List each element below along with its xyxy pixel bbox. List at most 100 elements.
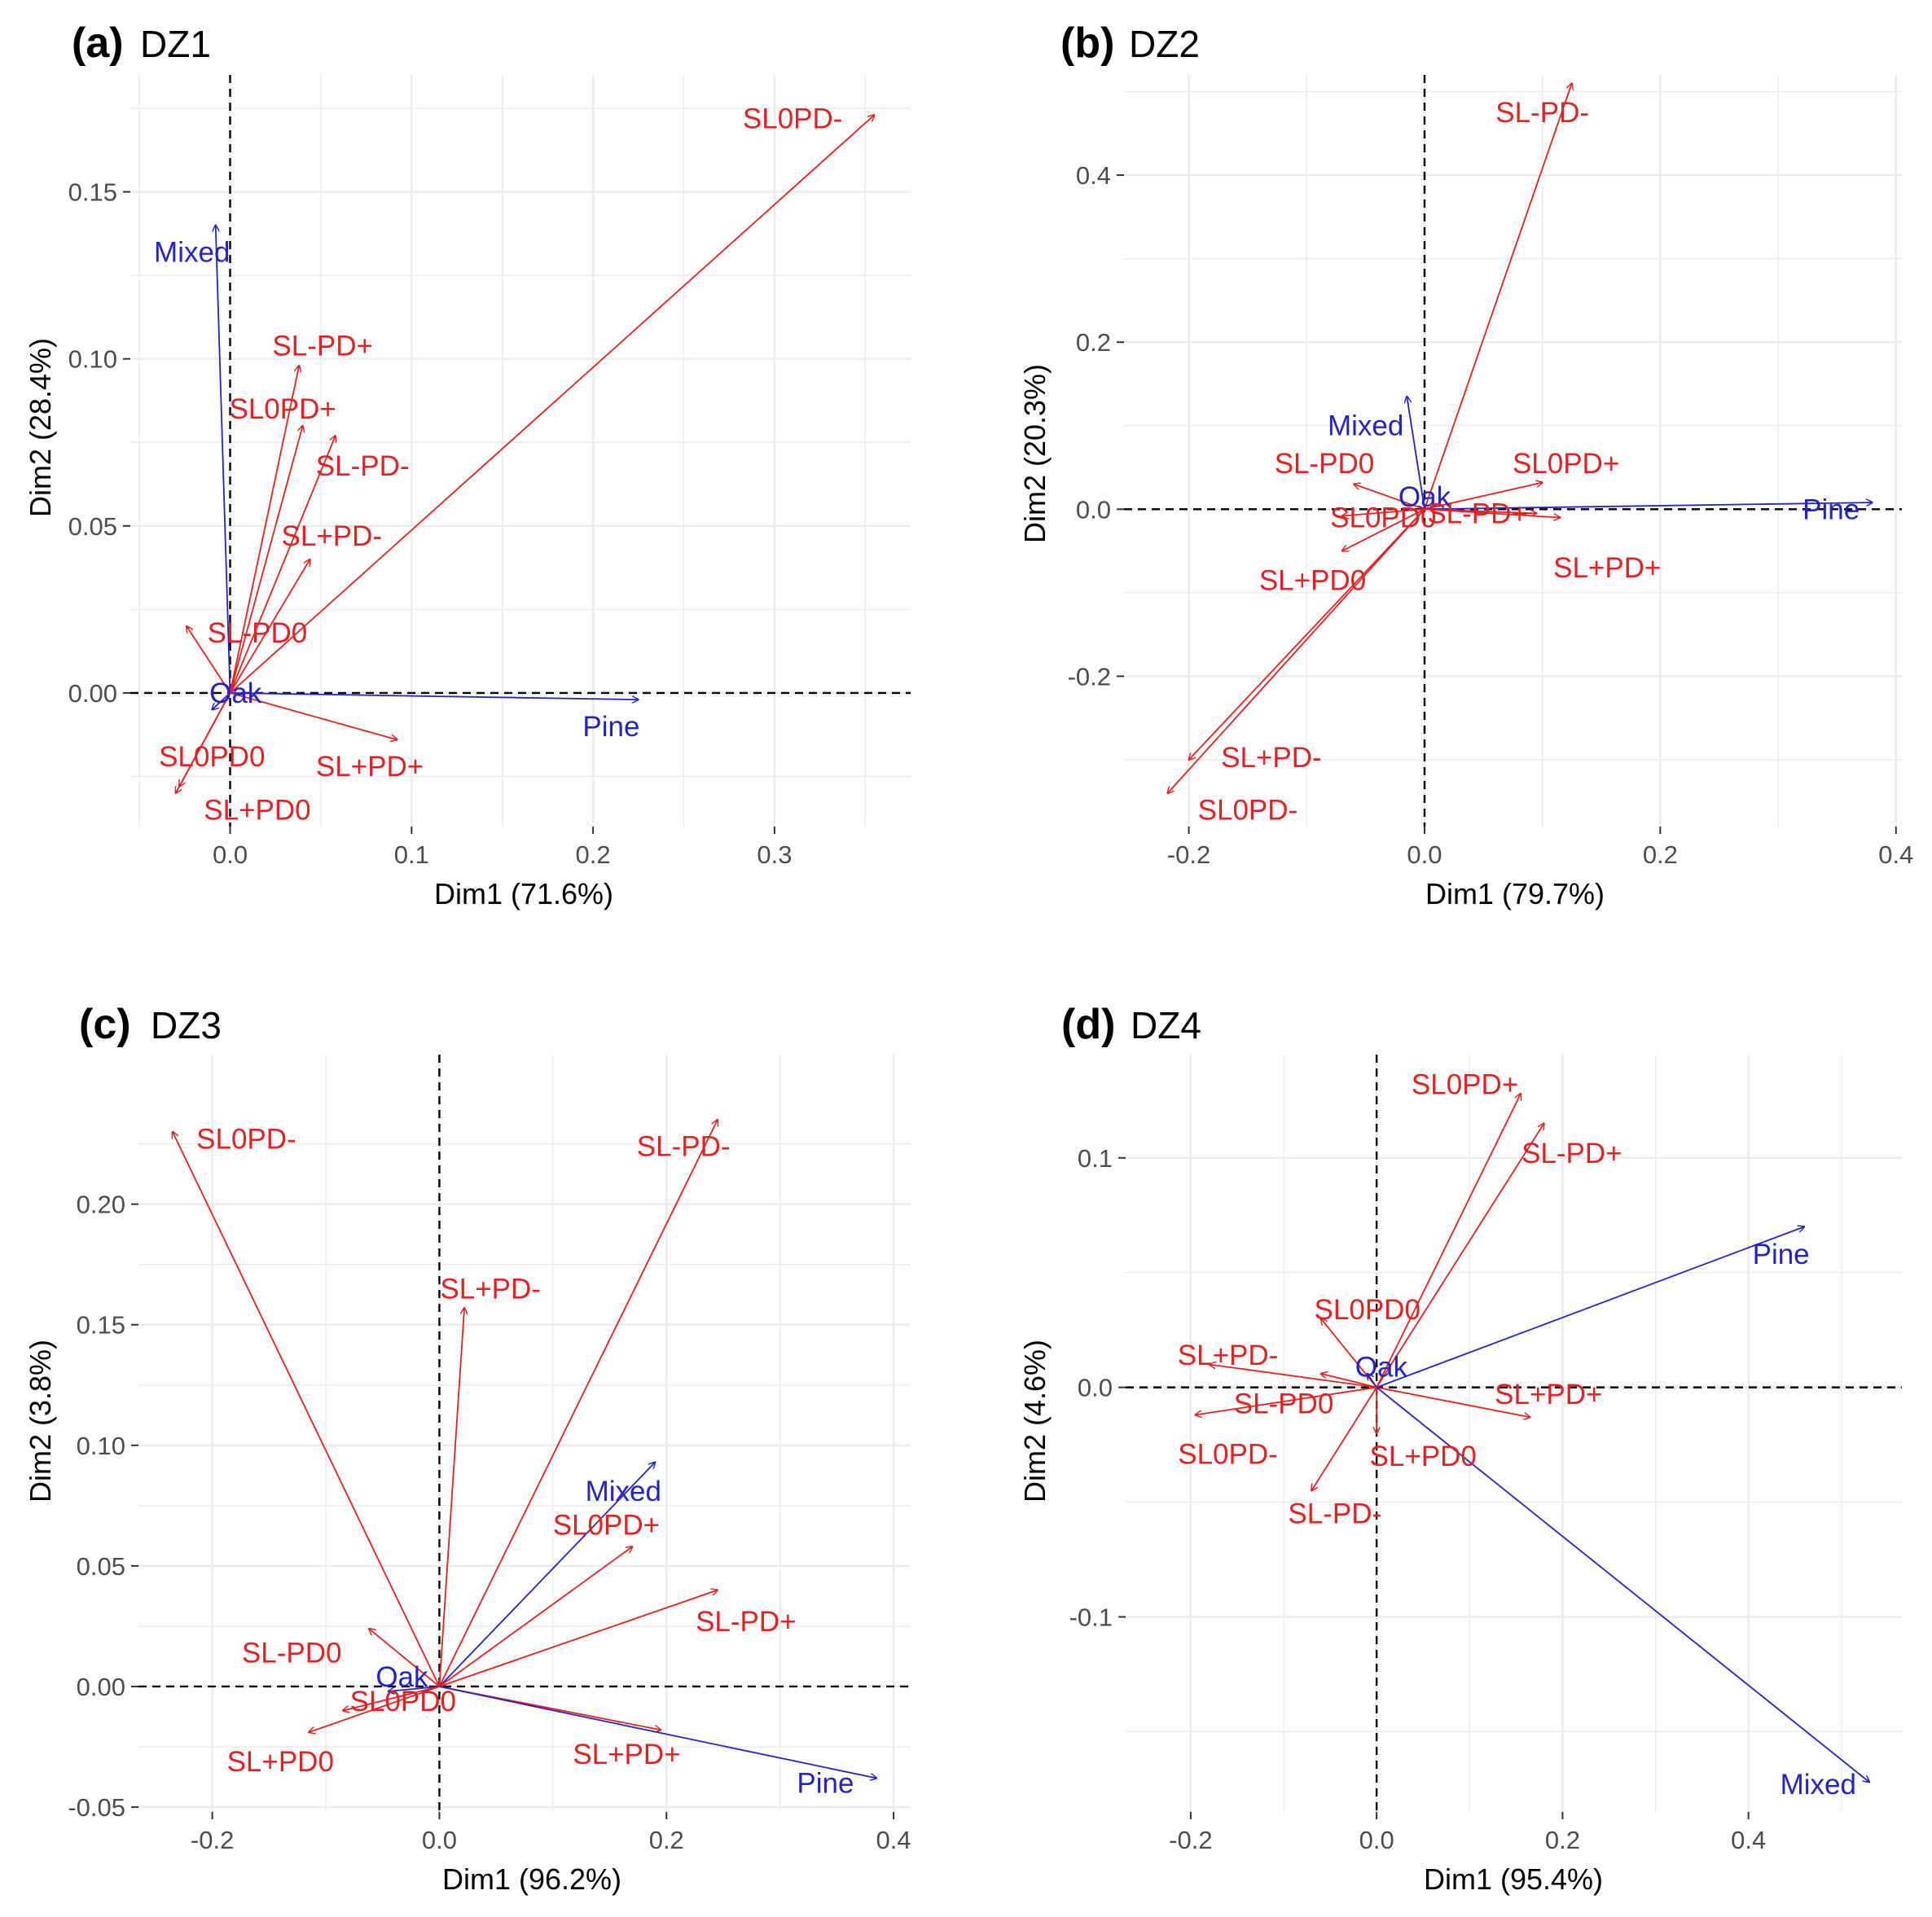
y-tick-label: -0.2 [1068, 662, 1111, 691]
vector-label: SL-PD0 [208, 617, 308, 649]
x-axis-title: Dim1 (71.6%) [434, 877, 613, 910]
vector-arrow [1376, 1386, 1530, 1418]
vector-label: SL0PD0 [1315, 1294, 1420, 1326]
vector-label: Oak [209, 678, 262, 709]
vector-label: SL0PD- [1198, 794, 1298, 826]
vector-label: SL0PD0 [350, 1686, 456, 1717]
vector-label: SL0PD0 [1330, 502, 1436, 534]
vector-label: Pine [797, 1767, 854, 1799]
axis-ticks: 0.0 0.1 0.2 0.3 0.00 0.05 0.10 0.15 [68, 178, 793, 869]
vector-arrow [1168, 508, 1425, 793]
vector-label: SL+PD+ [573, 1739, 680, 1770]
panel-b: (b) DZ2 -0.2 0.0 0.2 0.4 -0.2 0.0 0.2 0.4 SL-PD… [1018, 20, 1913, 910]
vector-label: SL+PD+ [316, 751, 424, 783]
vector-label: SL+PD+ [1495, 1379, 1602, 1410]
y-tick-label: 0.10 [77, 1432, 125, 1460]
vector-arrow [1376, 1226, 1804, 1388]
reference-lines [1126, 1055, 1902, 1812]
vector-arrow [216, 226, 231, 693]
panel-letter: (a) [72, 20, 124, 67]
x-tick-label: -0.2 [1169, 1826, 1212, 1854]
vector-arrow [309, 1686, 440, 1732]
grid-lines [1126, 1055, 1902, 1812]
y-tick-label: 0.15 [68, 178, 117, 207]
vector-label: SL0PD- [743, 103, 843, 134]
x-tick-label: 0.0 [1359, 1826, 1394, 1854]
panel-title: DZ1 [140, 23, 211, 65]
y-axis-title: Dim2 (28.4%) [24, 338, 57, 517]
vector-arrow [173, 1132, 441, 1687]
x-tick-label: 0.0 [1407, 840, 1442, 869]
y-tick-label: 0.0 [1078, 1374, 1113, 1402]
vector-arrow [1407, 397, 1425, 510]
vector-label: SL-PD+ [696, 1606, 797, 1638]
x-tick-label: 0.4 [1731, 1826, 1766, 1854]
x-tick-label: 0.3 [757, 840, 792, 869]
y-axis-title: Dim2 (4.6%) [1018, 1340, 1052, 1502]
vector-label: SL0PD+ [1513, 448, 1619, 480]
x-tick-label: 0.0 [422, 1826, 457, 1854]
vector-label: SL+PD- [1178, 1340, 1279, 1371]
vector-label: SL+PD- [282, 520, 383, 552]
vector-label: SL0PD+ [553, 1510, 660, 1542]
vector-arrow [439, 1686, 876, 1779]
panel-letter: (c) [79, 1001, 131, 1048]
y-tick-label: 0.05 [68, 512, 117, 541]
vector-label: SL-PD- [1495, 97, 1589, 129]
y-tick-label: 0.0 [1076, 495, 1111, 524]
y-tick-label: -0.05 [68, 1793, 125, 1822]
y-tick-label: 0.2 [1076, 328, 1111, 357]
vector-label: SL-PD- [637, 1131, 731, 1163]
vector-arrows [173, 1120, 876, 1779]
vector-arrow [1342, 508, 1425, 515]
axis-ticks: -0.2 0.0 0.2 0.4 -0.05 0.00 0.05 0.10 0.15 0.20 [68, 1191, 911, 1854]
vector-arrow [1311, 1387, 1377, 1491]
vector-arrow [1210, 1364, 1377, 1388]
vector-arrow [229, 115, 875, 694]
vector-arrow [179, 692, 231, 787]
x-tick-label: 0.2 [1643, 840, 1678, 869]
panel-c: (c) DZ3 -0.2 0.0 0.2 0.4 -0.05 0.00 0.05 0.10 0.… [24, 1001, 911, 1896]
vector-arrow [230, 692, 639, 700]
vector-label: Mixed [1328, 410, 1403, 442]
x-tick-label: 0.2 [1545, 1826, 1580, 1854]
vector-label: Pine [1802, 494, 1860, 525]
y-tick-label: -0.1 [1069, 1603, 1113, 1631]
vector-arrow [1376, 1124, 1543, 1388]
vector-label: Mixed [586, 1476, 661, 1507]
y-axis-title: Dim2 (3.8%) [24, 1340, 57, 1502]
y-tick-label: 0.15 [77, 1311, 125, 1340]
vector-label: SL0PD+ [1412, 1069, 1518, 1101]
vector-label: SL0PD- [1178, 1438, 1278, 1470]
vector-label: SL+PD0 [1259, 564, 1366, 596]
y-tick-label: 0.05 [77, 1552, 125, 1581]
panel-title: DZ2 [1129, 23, 1200, 65]
x-tick-label: 0.0 [213, 840, 248, 869]
axis-ticks: -0.2 0.0 0.2 0.4 -0.2 0.0 0.2 0.4 [1068, 161, 1914, 869]
vector-arrow [1424, 508, 1560, 517]
vector-label: SL+PD+ [1553, 552, 1661, 584]
vector-arrow [1196, 1386, 1377, 1415]
vector-arrow [1354, 485, 1425, 511]
vector-label: Mixed [154, 236, 230, 268]
vector-label: SL+PD0 [1370, 1441, 1477, 1472]
vector-arrow [229, 559, 310, 694]
vector-label: SL-PD0 [1275, 448, 1375, 480]
y-tick-label: 0.20 [77, 1191, 125, 1219]
vector-label: SL-PD- [316, 450, 410, 482]
vector-label: SL-PD+ [1521, 1138, 1622, 1169]
vector-arrow [229, 436, 336, 694]
vector-arrows [1168, 83, 1873, 793]
x-tick-label: 0.4 [876, 1826, 911, 1854]
vector-arrow [438, 1546, 632, 1687]
x-tick-label: 0.2 [576, 840, 611, 869]
panel-title: DZ3 [151, 1004, 222, 1046]
x-tick-label: 0.1 [394, 840, 429, 869]
vector-arrow [1424, 502, 1873, 511]
vector-arrow [439, 1590, 718, 1687]
vector-arrow [1368, 1374, 1377, 1388]
x-axis-title: Dim1 (96.2%) [442, 1862, 621, 1896]
vector-label: SL-PD+ [1427, 498, 1528, 529]
